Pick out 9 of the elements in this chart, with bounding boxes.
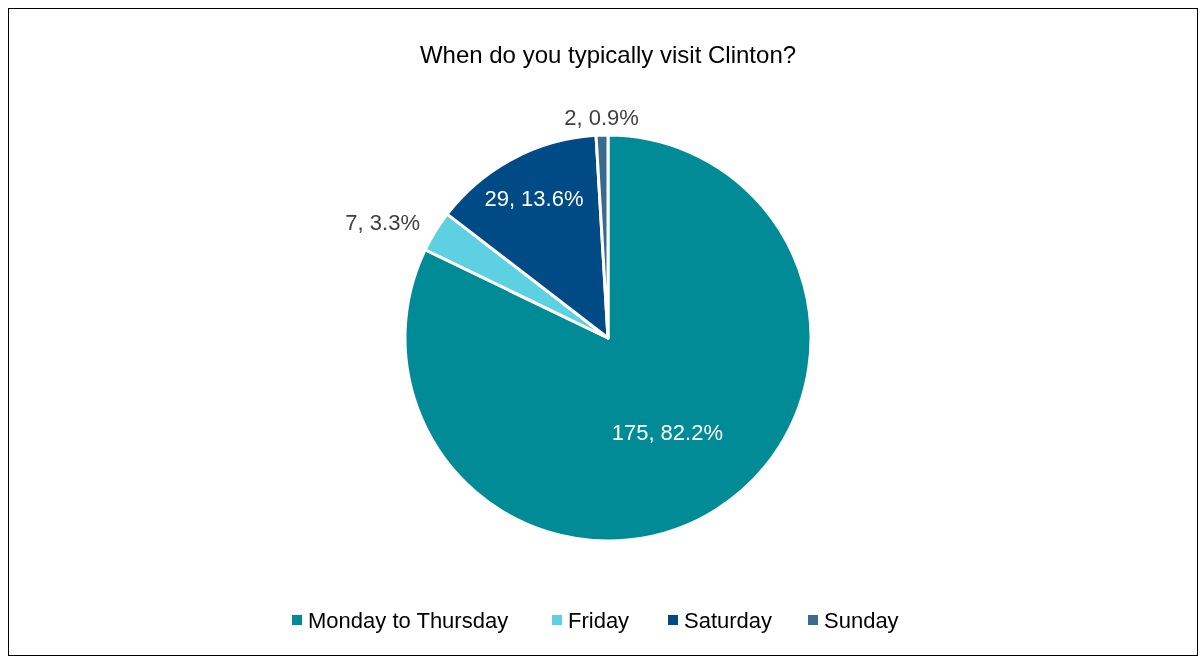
legend-label: Friday [568, 607, 630, 633]
chart-title: When do you typically visit Clinton? [419, 41, 797, 69]
data-label: 29, 13.6% [484, 185, 584, 211]
legend-label: Monday to Thursday [308, 607, 509, 633]
data-label: 2, 0.9% [564, 104, 639, 130]
legend-label: Saturday [684, 607, 773, 633]
legend-label: Sunday [824, 607, 899, 633]
data-label: 7, 3.3% [345, 209, 420, 235]
data-label: 175, 82.2% [611, 420, 724, 446]
